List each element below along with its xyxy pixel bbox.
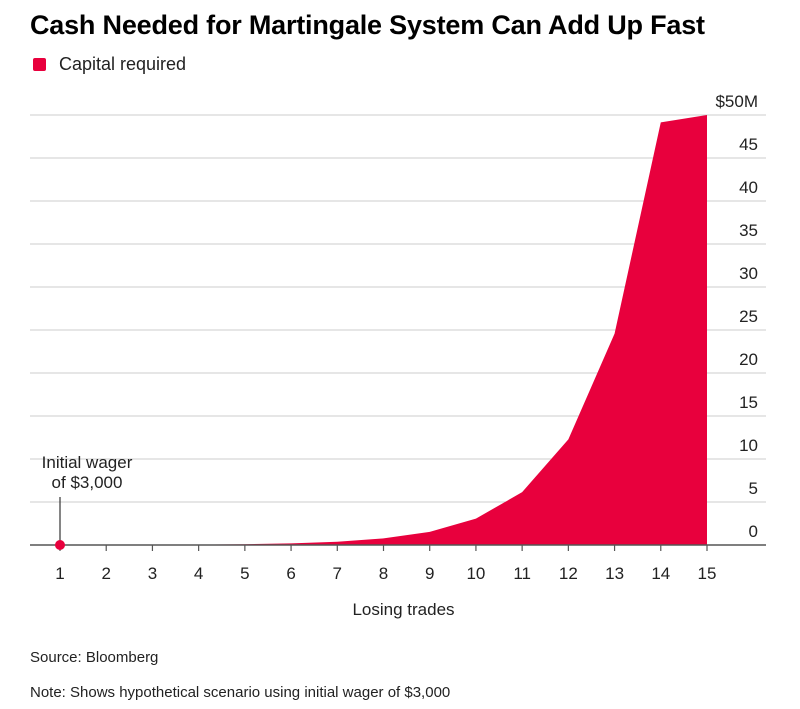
source-note: Source: Bloomberg	[30, 649, 159, 666]
legend-swatch	[33, 58, 46, 71]
x-tick-label: 5	[240, 564, 249, 583]
legend: Capital required	[33, 54, 186, 75]
y-tick-label: 5	[749, 479, 758, 498]
x-tick-label: 10	[466, 564, 485, 583]
footnote: Note: Shows hypothetical scenario using …	[30, 684, 451, 701]
x-tick-label: 9	[425, 564, 434, 583]
y-tick-label: 25	[739, 307, 758, 326]
x-tick-label: 2	[101, 564, 110, 583]
y-tick-label: 15	[739, 393, 758, 412]
x-tick-label: 1	[55, 564, 64, 583]
capital-required-area	[60, 115, 707, 545]
annotation-line-2: of $3,000	[52, 473, 123, 492]
x-tick-label: 4	[194, 564, 203, 583]
y-tick-label: 35	[739, 221, 758, 240]
annotation-line-1: Initial wager	[42, 453, 133, 472]
x-tick-label: 12	[559, 564, 578, 583]
y-tick-label: 40	[739, 178, 758, 197]
annotation: Initial wager of $3,000	[42, 453, 133, 550]
x-tick-label: 8	[379, 564, 388, 583]
legend-label: Capital required	[59, 54, 187, 74]
x-tick-label: 15	[698, 564, 717, 583]
x-tick-label: 11	[513, 564, 531, 583]
x-tick-label: 6	[286, 564, 295, 583]
y-tick-label: 0	[749, 522, 758, 541]
area-layer	[60, 115, 707, 545]
x-tick-label: 3	[148, 564, 157, 583]
x-tick-label: 13	[605, 564, 624, 583]
y-axis-ticks: 0 5 10 15 20 25 30 35 40 45 $50M	[715, 92, 758, 541]
x-tick-label: 7	[333, 564, 342, 583]
initial-wager-marker	[55, 540, 65, 550]
y-tick-label: 45	[739, 135, 758, 154]
y-tick-label: 20	[739, 350, 758, 369]
y-tick-label: 10	[739, 436, 758, 455]
chart-title: Cash Needed for Martingale System Can Ad…	[30, 10, 705, 40]
x-axis-title: Losing trades	[352, 600, 454, 619]
x-axis-ticks: 1 2 3 4 5 6 7 8 9 10 11 12 13 14 15	[55, 545, 716, 583]
y-tick-label: 30	[739, 264, 758, 283]
y-tick-label: $50M	[715, 92, 758, 111]
x-tick-label: 14	[651, 564, 670, 583]
